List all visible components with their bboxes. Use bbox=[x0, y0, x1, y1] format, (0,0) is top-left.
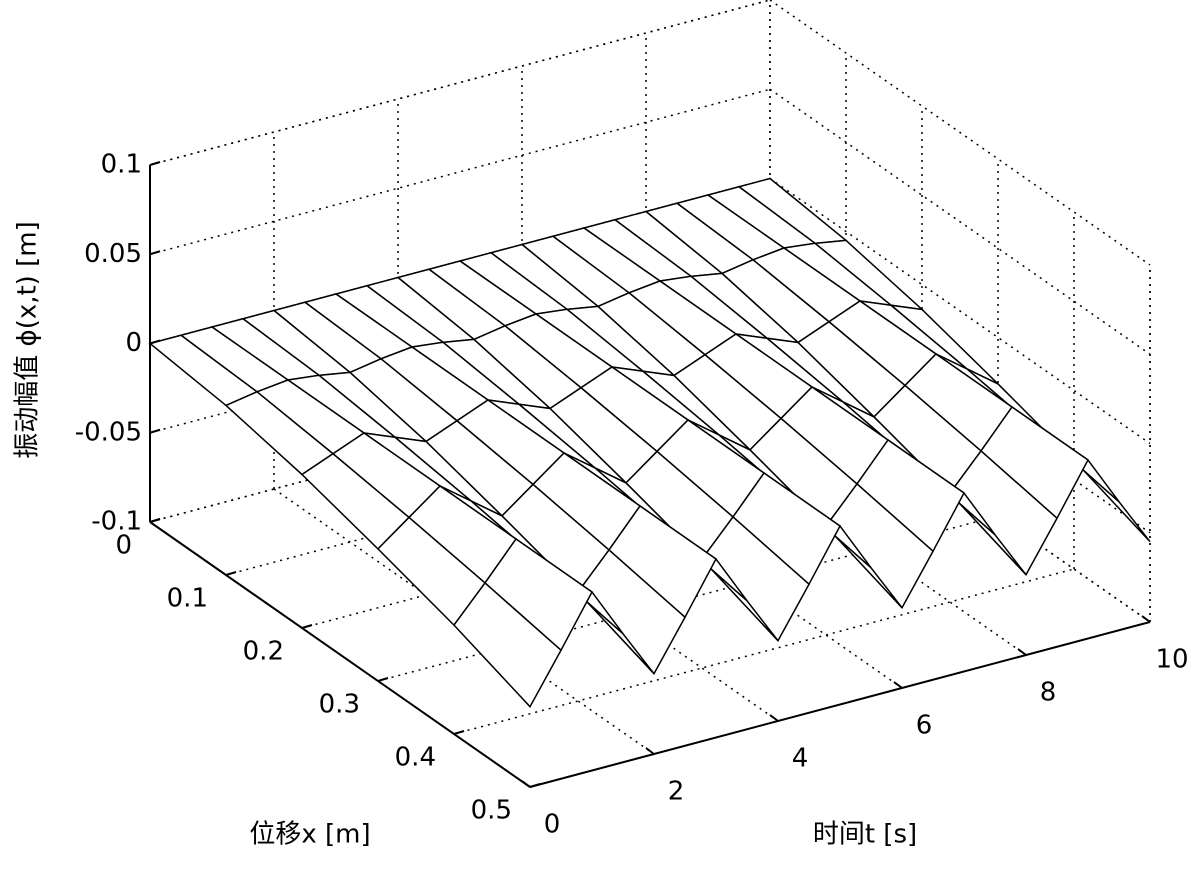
x-tick-label: 0.4 bbox=[395, 743, 436, 773]
tick-mark bbox=[149, 161, 161, 166]
x-axis bbox=[149, 521, 531, 788]
y-tick-label: 0 bbox=[544, 810, 561, 840]
tick-mark bbox=[453, 730, 465, 735]
tick-mark bbox=[1017, 648, 1027, 656]
z-tick-label: -0.05 bbox=[75, 417, 142, 447]
tick-mark bbox=[149, 518, 161, 523]
tick-mark bbox=[225, 571, 237, 576]
x-tick-label: 0.1 bbox=[167, 584, 208, 614]
tick-mark bbox=[521, 780, 531, 788]
y-axis bbox=[529, 621, 1151, 788]
y-axis-label: 时间t [s] bbox=[813, 820, 917, 850]
z-tick-label: 0.05 bbox=[84, 239, 142, 269]
tick-mark bbox=[149, 428, 161, 434]
tick-mark bbox=[769, 714, 779, 722]
y-tick-label: 4 bbox=[792, 744, 809, 774]
y-tick-label: 10 bbox=[1155, 645, 1188, 675]
mesh-face bbox=[453, 581, 562, 708]
y-tick-label: 2 bbox=[668, 777, 685, 807]
grid-line bbox=[769, 0, 1151, 266]
x-tick-label: 0.3 bbox=[319, 690, 360, 720]
z-axis-label: 振动幅值 ϕ(x,t) [m] bbox=[13, 221, 43, 458]
grid-line bbox=[301, 462, 923, 629]
tick-mark bbox=[377, 677, 389, 682]
z-tick-label: -0.1 bbox=[91, 507, 142, 537]
grid-line bbox=[769, 177, 1151, 445]
box-edge bbox=[149, 0, 771, 166]
tick-mark bbox=[149, 250, 161, 256]
tick-mark bbox=[149, 339, 161, 345]
x-tick-label: 0.5 bbox=[471, 796, 512, 826]
y-tick-label: 8 bbox=[1040, 678, 1057, 708]
y-tick-label: 6 bbox=[916, 711, 933, 741]
tick-mark bbox=[529, 783, 541, 788]
tick-mark bbox=[645, 747, 655, 755]
x-tick-label: 0.2 bbox=[243, 637, 284, 667]
grid-line bbox=[149, 88, 771, 255]
grid-line bbox=[769, 88, 1151, 355]
z-tick-label: 0.1 bbox=[101, 150, 142, 180]
z-tick-label: 0 bbox=[125, 328, 142, 358]
grid-line bbox=[453, 568, 1075, 735]
tick-mark bbox=[1141, 615, 1151, 623]
x-tick-label: 0 bbox=[115, 531, 132, 561]
grid-line bbox=[149, 0, 771, 166]
tick-mark bbox=[301, 624, 313, 629]
grid-line bbox=[225, 409, 847, 576]
x-axis-label: 位移x [m] bbox=[249, 820, 370, 850]
grid-line bbox=[149, 356, 771, 523]
tick-mark bbox=[893, 681, 903, 689]
